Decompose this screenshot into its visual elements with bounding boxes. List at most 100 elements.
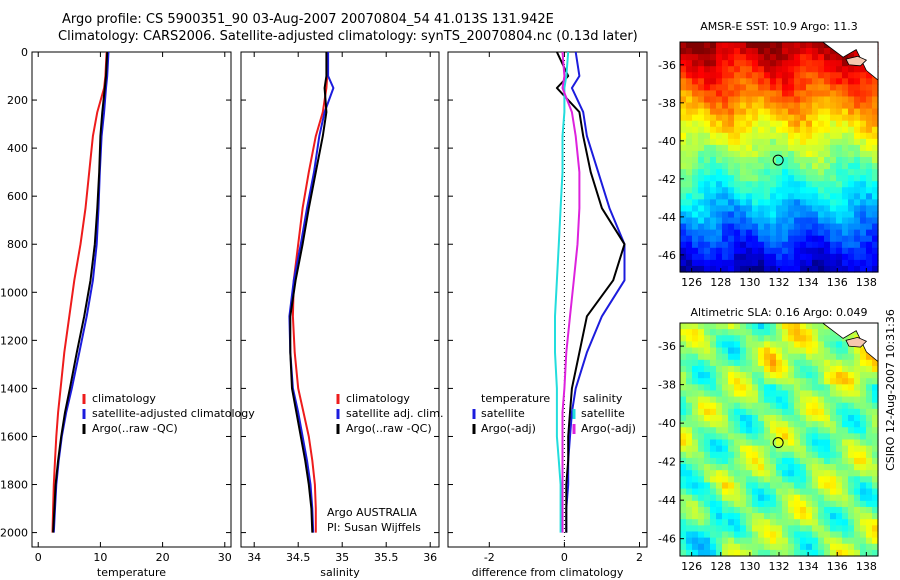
map-cell <box>836 378 843 385</box>
map-cell <box>722 253 729 261</box>
map-cell <box>692 211 699 219</box>
map-cell <box>788 396 795 404</box>
map-cell <box>680 217 687 225</box>
map-cell <box>722 506 729 514</box>
map-cell <box>872 229 879 237</box>
map-cell <box>836 223 843 231</box>
map-cell <box>704 138 711 146</box>
map-cell <box>716 60 723 67</box>
map-cell <box>758 84 765 92</box>
map-cell <box>758 54 765 61</box>
map-cell <box>710 384 717 392</box>
map-cell <box>836 247 843 255</box>
map-cell <box>872 506 879 514</box>
map-cell <box>794 96 801 104</box>
map-cell <box>734 181 741 188</box>
map-cell <box>704 384 711 392</box>
map-cell <box>752 451 759 459</box>
map-cell <box>842 353 849 361</box>
map-cell <box>794 335 801 342</box>
map-cell <box>800 223 807 231</box>
map-cell <box>866 175 873 182</box>
map-cell <box>698 181 705 188</box>
map-cell <box>680 253 687 261</box>
map-cell <box>848 181 855 188</box>
map-cell <box>824 90 831 98</box>
map-cell <box>764 157 771 164</box>
map-cell <box>776 378 783 385</box>
map-cell <box>698 506 705 514</box>
map-cell <box>740 323 747 330</box>
map-cell <box>770 470 777 477</box>
map-cell <box>770 169 777 176</box>
map-cell <box>722 341 729 349</box>
map-cell <box>734 114 741 122</box>
map-cell <box>824 114 831 122</box>
map-cell <box>800 470 807 477</box>
map-cell <box>740 451 747 459</box>
map-cell <box>698 114 705 122</box>
map-cell <box>842 54 849 61</box>
map-cell <box>848 347 855 355</box>
map-cell <box>680 241 687 249</box>
map-cell <box>860 390 867 398</box>
map-cell <box>764 241 771 249</box>
map-cell <box>698 433 705 441</box>
map-cell <box>866 163 873 170</box>
map-cell <box>680 513 687 520</box>
map-cell <box>740 235 747 243</box>
map-cell <box>758 372 765 379</box>
map-cell <box>842 372 849 379</box>
map-cell <box>770 543 777 551</box>
map-cell <box>788 72 795 79</box>
map-cell <box>680 433 687 441</box>
map-cell <box>722 359 729 367</box>
map-cell <box>728 439 735 447</box>
map-cell <box>758 451 765 459</box>
map-cell <box>860 457 867 465</box>
map-cell <box>806 84 813 92</box>
map-cell <box>740 464 747 471</box>
map-cell <box>686 427 693 434</box>
map-cell <box>704 84 711 92</box>
map-cell <box>872 531 879 539</box>
map-cell <box>860 108 867 116</box>
map-cell <box>704 42 711 49</box>
map-cell <box>830 525 837 533</box>
map-cell <box>770 223 777 231</box>
map-cell <box>704 451 711 459</box>
map-cell <box>710 531 717 539</box>
map-cell <box>734 132 741 140</box>
map-cell <box>776 427 783 434</box>
map-cell <box>806 169 813 176</box>
map-cell <box>806 235 813 243</box>
map-cell <box>824 150 831 158</box>
map-cell <box>698 427 705 434</box>
map-x-tick-label: 136 <box>827 560 848 573</box>
map-cell <box>806 181 813 188</box>
map-cell <box>746 488 753 496</box>
map-cell <box>860 223 867 231</box>
map-cell <box>836 132 843 140</box>
map-cell <box>698 531 705 539</box>
map-cell <box>800 114 807 122</box>
map-cell <box>872 359 879 367</box>
map-cell <box>848 66 855 73</box>
map-cell <box>800 347 807 355</box>
map-cell <box>746 445 753 453</box>
map-cell <box>848 114 855 122</box>
map-cell <box>740 531 747 539</box>
map-cell <box>710 341 717 349</box>
map-cell <box>758 48 765 55</box>
map-cell <box>812 108 819 116</box>
map-cell <box>812 60 819 67</box>
map-cell <box>830 199 837 207</box>
map-cell <box>854 470 861 477</box>
map-cell <box>728 421 735 428</box>
map-cell <box>794 217 801 225</box>
map-cell <box>836 199 843 207</box>
map-cell <box>770 229 777 237</box>
map-cell <box>704 193 711 200</box>
map-cell <box>722 329 729 336</box>
map-cell <box>710 193 717 200</box>
